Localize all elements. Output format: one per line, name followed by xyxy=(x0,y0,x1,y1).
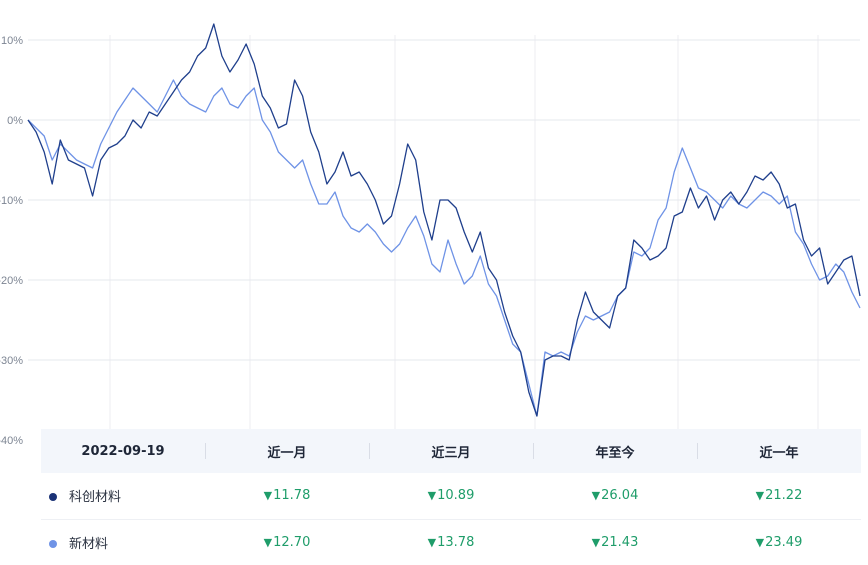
y-tick-label: -30% xyxy=(0,355,23,367)
y-tick-label: -10% xyxy=(0,195,23,207)
down-arrow-icon: ▼ xyxy=(427,535,437,549)
return-value: 13.78 xyxy=(437,534,475,550)
down-arrow-icon: ▼ xyxy=(263,535,273,549)
y-tick-label: 10% xyxy=(1,35,23,47)
series-dot-icon xyxy=(49,539,57,548)
col-header-1m: 近一月 xyxy=(205,429,369,473)
return-value: 11.78 xyxy=(273,488,311,504)
series-line xyxy=(27,79,861,417)
table-row: 科创材料 ▼11.78 ▼10.89 ▼26.04 ▼21.22 xyxy=(41,473,861,519)
down-arrow-icon: ▼ xyxy=(755,489,765,503)
series-line xyxy=(27,23,861,417)
return-value: 12.70 xyxy=(273,534,311,550)
down-arrow-icon: ▼ xyxy=(755,535,765,549)
series-name: 科创材料 xyxy=(69,490,122,506)
return-value: 21.43 xyxy=(601,534,639,550)
return-value: 10.89 xyxy=(437,488,475,504)
table-row: 新材料 ▼12.70 ▼13.78 ▼21.43 ▼23.49 xyxy=(41,518,861,565)
y-tick-label: 0% xyxy=(7,115,23,127)
series-dot-icon xyxy=(49,493,57,502)
return-value: 26.04 xyxy=(601,488,639,504)
col-header-3m: 近三月 xyxy=(369,429,533,473)
col-header-ytd: 年至今 xyxy=(533,429,697,473)
y-tick-label: -20% xyxy=(0,275,23,287)
down-arrow-icon: ▼ xyxy=(591,489,601,503)
return-value: 23.49 xyxy=(765,534,803,550)
down-arrow-icon: ▼ xyxy=(263,489,273,503)
y-tick-label: -40% xyxy=(0,435,23,447)
series-name: 新材料 xyxy=(69,536,109,552)
down-arrow-icon: ▼ xyxy=(427,489,437,503)
table-header-row: 2022-09-19 近一月 近三月 年至今 近一年 xyxy=(41,429,861,473)
date-header: 2022-09-19 xyxy=(81,443,165,459)
return-value: 21.22 xyxy=(765,488,803,504)
col-header-1y: 近一年 xyxy=(697,429,861,473)
performance-table: 2022-09-19 近一月 近三月 年至今 近一年 科创材料 ▼11.78 ▼… xyxy=(41,429,861,565)
down-arrow-icon: ▼ xyxy=(591,535,601,549)
